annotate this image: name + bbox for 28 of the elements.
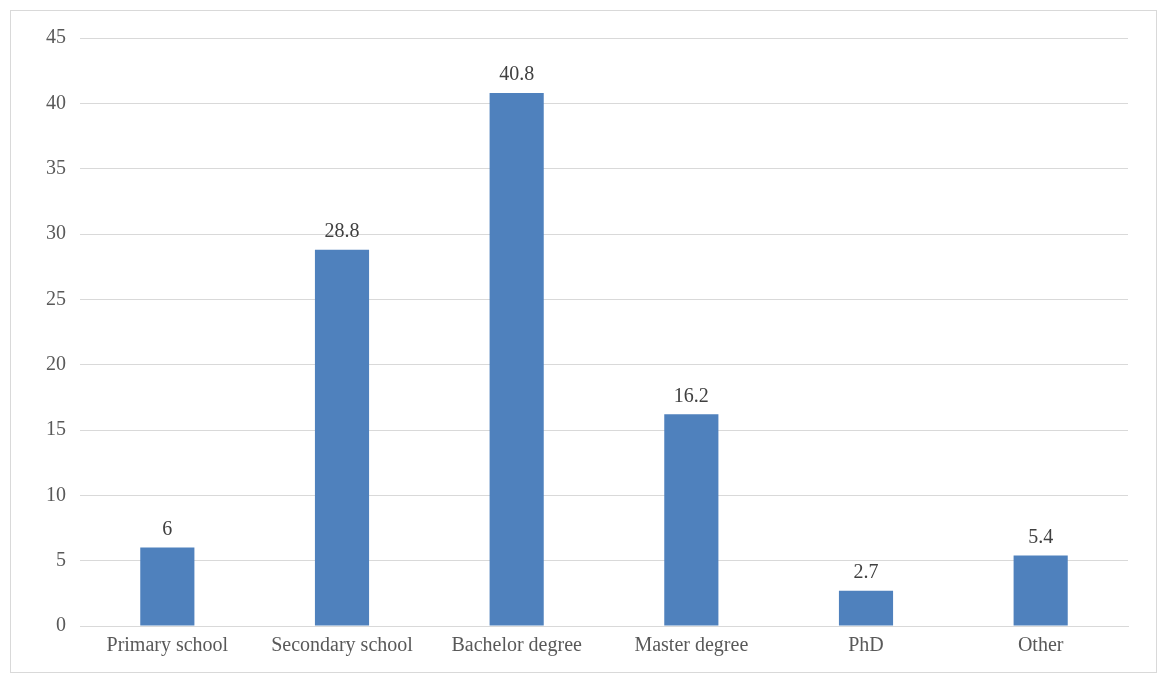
bar — [314, 249, 370, 626]
y-tick-label: 30 — [46, 221, 66, 244]
y-tick-label: 25 — [46, 286, 66, 309]
bar — [140, 547, 195, 626]
y-tick-label: 40 — [46, 90, 66, 113]
x-tick-label: Other — [1017, 633, 1064, 656]
x-tick-label: Secondary school — [271, 633, 414, 657]
data-label: 16.2 — [673, 383, 709, 406]
bar — [489, 92, 544, 626]
data-label: 6 — [162, 516, 173, 539]
data-label: 5.4 — [1028, 524, 1054, 547]
y-tick-label: 20 — [46, 351, 66, 374]
data-label: 40.8 — [499, 62, 535, 85]
bar — [664, 414, 719, 626]
bar — [838, 590, 894, 626]
y-tick-label: 0 — [56, 613, 66, 636]
y-tick-label: 45 — [46, 25, 66, 48]
y-tick-label: 35 — [46, 155, 66, 178]
x-tick-label: Master degree — [634, 633, 749, 657]
data-label: 28.8 — [324, 218, 360, 241]
x-tick-label: Primary school — [106, 633, 229, 657]
y-tick-label: 15 — [46, 417, 66, 440]
data-label: 2.7 — [853, 559, 879, 582]
x-tick-label: Bachelor degree — [451, 633, 583, 657]
x-tick-label: PhD — [848, 633, 884, 656]
bar — [1013, 555, 1068, 626]
y-tick-label: 5 — [56, 547, 66, 570]
y-tick-label: 10 — [46, 482, 66, 505]
